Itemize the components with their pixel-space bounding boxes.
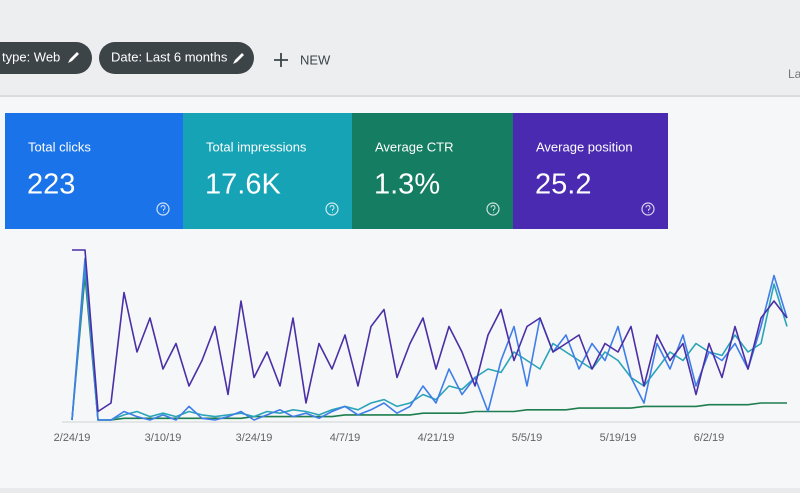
series-line <box>71 274 787 421</box>
x-tick-label: 3/10/19 <box>145 432 182 444</box>
new-button[interactable]: NEW <box>300 52 331 67</box>
help-glyph <box>160 205 166 213</box>
help-icon <box>486 202 500 216</box>
filter-chip[interactable] <box>0 42 92 74</box>
x-tick-label: 5/5/19 <box>512 432 543 444</box>
edit-icon <box>233 53 244 64</box>
x-tick-label: 4/21/19 <box>418 432 455 444</box>
metric-label: Average CTR <box>375 139 454 154</box>
edit-icon <box>68 52 79 63</box>
metric-value: 17.6K <box>205 169 281 201</box>
help-icon <box>156 202 170 216</box>
x-tick-label: 3/24/19 <box>236 432 273 444</box>
x-tick-label: 6/2/19 <box>694 432 725 444</box>
filter-chip[interactable] <box>99 42 254 74</box>
metric-label: Total impressions <box>206 139 307 154</box>
corner-text: La <box>788 67 800 81</box>
x-tick-label: 4/7/19 <box>330 432 361 444</box>
add-icon[interactable] <box>274 53 288 67</box>
series-line <box>72 249 788 413</box>
help-glyph <box>645 205 651 213</box>
help-glyph <box>490 205 496 213</box>
chart: 2/24/19 3/10/19 3/24/19 4/7/19 4/21/19 5/5/19… <box>54 249 800 444</box>
series-line <box>71 257 788 421</box>
metric-cards: Total clicks 223 Total impressions 17.6K Ave… <box>5 113 668 229</box>
metric-value: 25.2 <box>535 169 591 201</box>
metric-card[interactable] <box>183 113 352 229</box>
help-icon <box>641 202 655 216</box>
metric-label: Total clicks <box>28 139 91 154</box>
filter-label: type: Web <box>2 49 60 64</box>
metric-value: 223 <box>27 169 75 201</box>
metric-card[interactable] <box>5 113 183 229</box>
filter-label: Date: Last 6 months <box>111 49 228 64</box>
metric-label: Average position <box>536 139 633 154</box>
help-icon <box>325 202 339 216</box>
metric-card[interactable] <box>352 113 513 229</box>
metric-value: 1.3% <box>374 169 440 201</box>
x-tick-label: 2/24/19 <box>54 432 91 444</box>
x-tick-label: 5/19/19 <box>600 432 637 444</box>
help-glyph <box>329 205 335 213</box>
